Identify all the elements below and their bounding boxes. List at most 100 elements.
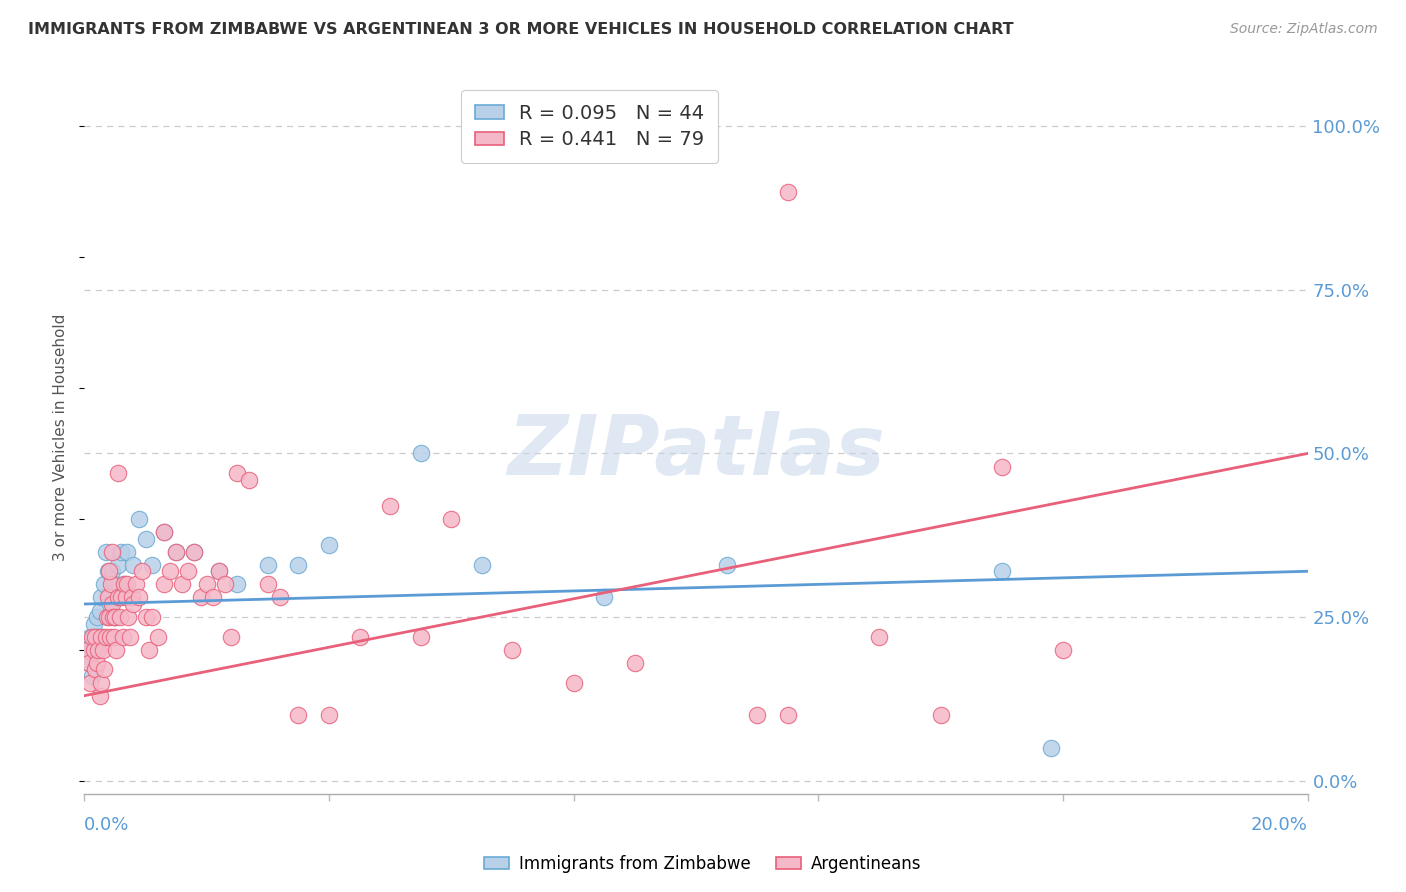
Point [131, 564, 153, 578]
Point [101, 544, 124, 558]
Point [747, 708, 769, 723]
Point [214, 577, 236, 591]
Point [409, 630, 432, 644]
Point [776, 708, 799, 723]
Point [226, 577, 249, 591]
Point [146, 630, 169, 644]
Point [257, 558, 280, 572]
Point [219, 630, 242, 644]
Text: 20.0%: 20.0% [1251, 816, 1308, 834]
Point [90, 630, 112, 644]
Point [97, 591, 120, 605]
Point [93, 577, 115, 591]
Point [91, 630, 114, 644]
Point [257, 577, 280, 591]
Point [112, 577, 135, 591]
Point [380, 499, 402, 513]
Point [991, 564, 1014, 578]
Point [172, 577, 194, 591]
Point [502, 643, 524, 657]
Point [141, 558, 163, 572]
Point [929, 708, 952, 723]
Point [349, 630, 371, 644]
Point [115, 591, 138, 605]
Point [141, 610, 163, 624]
Point [135, 532, 157, 546]
Point [79, 675, 101, 690]
Y-axis label: 3 or more Vehicles in Household: 3 or more Vehicles in Household [53, 313, 69, 561]
Point [269, 591, 291, 605]
Point [76, 643, 98, 657]
Point [115, 544, 138, 558]
Point [177, 564, 200, 578]
Point [440, 512, 463, 526]
Point [90, 675, 112, 690]
Point [77, 656, 100, 670]
Point [120, 630, 142, 644]
Legend: Immigrants from Zimbabwe, Argentineans: Immigrants from Zimbabwe, Argentineans [478, 848, 928, 880]
Point [100, 577, 122, 591]
Point [76, 643, 98, 657]
Point [716, 558, 738, 572]
Point [110, 591, 132, 605]
Point [105, 643, 128, 657]
Point [624, 656, 647, 670]
Point [208, 564, 231, 578]
Point [103, 577, 125, 591]
Point [97, 564, 120, 578]
Text: Source: ZipAtlas.com: Source: ZipAtlas.com [1230, 22, 1378, 37]
Point [80, 630, 103, 644]
Point [107, 558, 129, 572]
Point [1052, 643, 1074, 657]
Point [83, 616, 105, 631]
Text: IMMIGRANTS FROM ZIMBABWE VS ARGENTINEAN 3 OR MORE VEHICLES IN HOUSEHOLD CORRELAT: IMMIGRANTS FROM ZIMBABWE VS ARGENTINEAN … [28, 22, 1014, 37]
Point [89, 603, 111, 617]
Point [87, 630, 110, 644]
Point [110, 544, 132, 558]
Point [226, 466, 249, 480]
Point [94, 630, 117, 644]
Point [83, 643, 105, 657]
Point [97, 564, 120, 578]
Point [869, 630, 891, 644]
Point [208, 564, 231, 578]
Point [101, 597, 124, 611]
Point [97, 591, 120, 605]
Point [122, 558, 145, 572]
Point [562, 675, 585, 690]
Point [593, 591, 616, 605]
Point [128, 512, 150, 526]
Point [84, 643, 107, 657]
Point [101, 564, 124, 578]
Point [201, 591, 224, 605]
Point [107, 591, 129, 605]
Point [318, 708, 340, 723]
Point [98, 630, 121, 644]
Point [84, 630, 107, 644]
Point [101, 610, 124, 624]
Point [86, 610, 108, 624]
Point [79, 630, 101, 644]
Point [104, 610, 127, 624]
Point [165, 544, 187, 558]
Point [94, 544, 117, 558]
Point [287, 708, 309, 723]
Point [97, 610, 120, 624]
Point [122, 597, 145, 611]
Point [117, 610, 139, 624]
Point [82, 643, 104, 657]
Point [104, 610, 127, 624]
Point [991, 459, 1014, 474]
Point [183, 544, 205, 558]
Point [86, 656, 108, 670]
Point [91, 643, 114, 657]
Point [287, 558, 309, 572]
Point [80, 669, 103, 683]
Point [96, 610, 118, 624]
Point [111, 630, 134, 644]
Point [83, 630, 105, 644]
Point [77, 656, 100, 670]
Point [89, 689, 111, 703]
Point [83, 663, 105, 677]
Point [108, 610, 131, 624]
